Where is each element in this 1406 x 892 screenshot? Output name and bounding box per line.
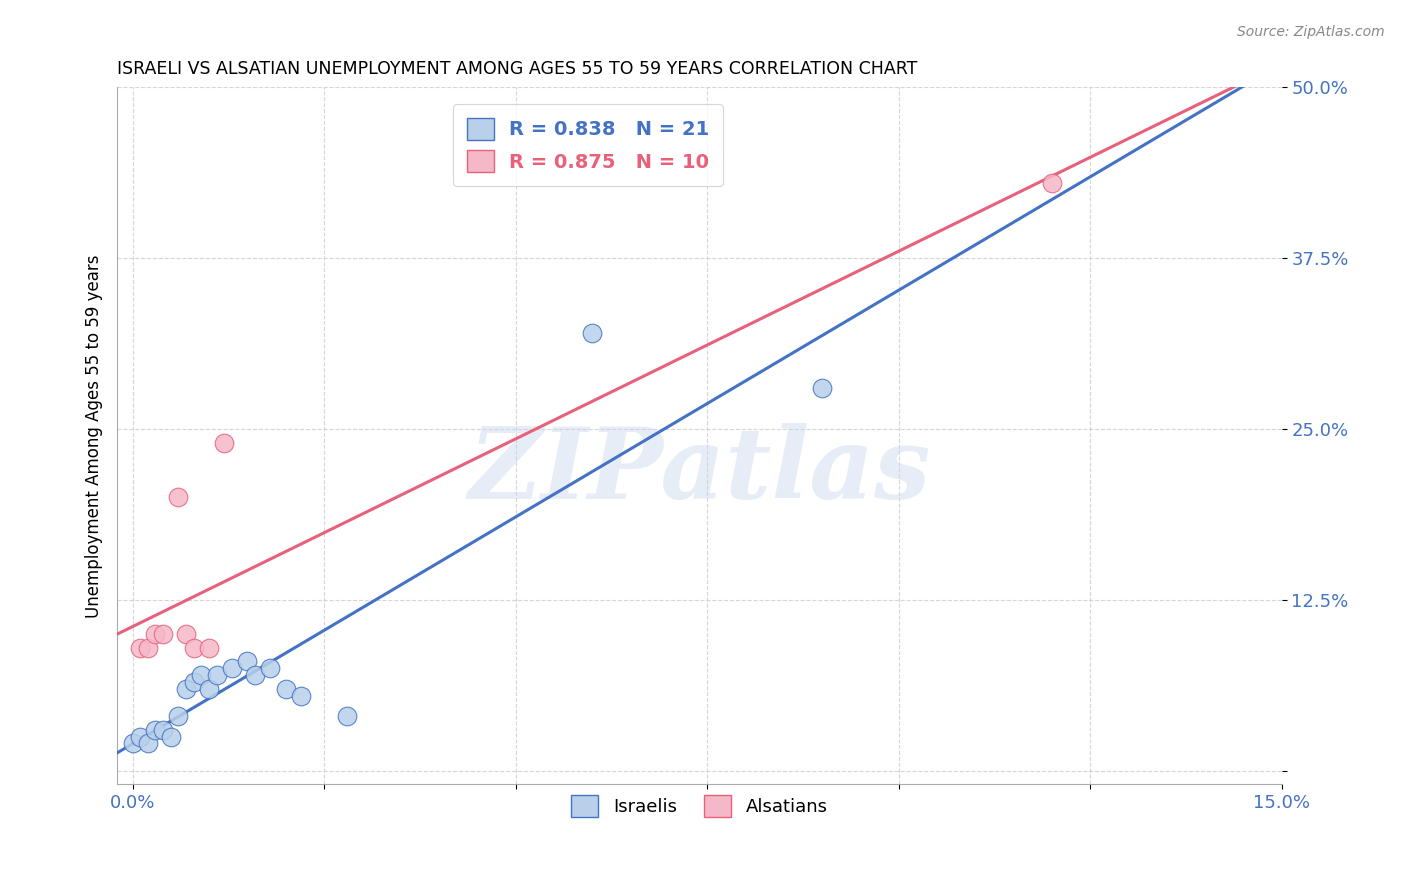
Point (174, 681, 197, 696)
Point (183, 675, 205, 690)
Point (221, 661, 243, 675)
Point (243, 668, 266, 682)
Legend: Israelis, Alsatians: Israelis, Alsatians (564, 788, 835, 824)
Point (581, 326, 603, 341)
Point (136, 640, 159, 655)
Point (145, 723, 167, 737)
Point (336, 709, 359, 723)
Point (190, 668, 212, 682)
Point (167, 709, 190, 723)
Point (152, 627, 174, 641)
Point (121, 736, 143, 750)
Point (174, 627, 197, 641)
Point (274, 681, 297, 696)
Text: Source: ZipAtlas.com: Source: ZipAtlas.com (1237, 25, 1385, 39)
Text: ISRAELI VS ALSATIAN UNEMPLOYMENT AMONG AGES 55 TO 59 YEARS CORRELATION CHART: ISRAELI VS ALSATIAN UNEMPLOYMENT AMONG A… (117, 60, 918, 78)
Point (214, 435, 236, 450)
Point (167, 491, 190, 505)
Point (811, 381, 834, 395)
Point (152, 723, 174, 737)
Point (136, 736, 159, 750)
Point (259, 661, 281, 675)
Text: ZIPatlas: ZIPatlas (468, 423, 931, 519)
Point (236, 655, 259, 669)
Point (183, 640, 205, 655)
Point (198, 640, 221, 655)
Y-axis label: Unemployment Among Ages 55 to 59 years: Unemployment Among Ages 55 to 59 years (86, 254, 103, 617)
Point (129, 640, 152, 655)
Point (129, 730, 152, 744)
Point (145, 627, 167, 641)
Point (159, 730, 181, 744)
Point (1040, 176, 1063, 190)
Point (198, 681, 221, 696)
Point (290, 689, 312, 703)
Point (205, 668, 228, 682)
